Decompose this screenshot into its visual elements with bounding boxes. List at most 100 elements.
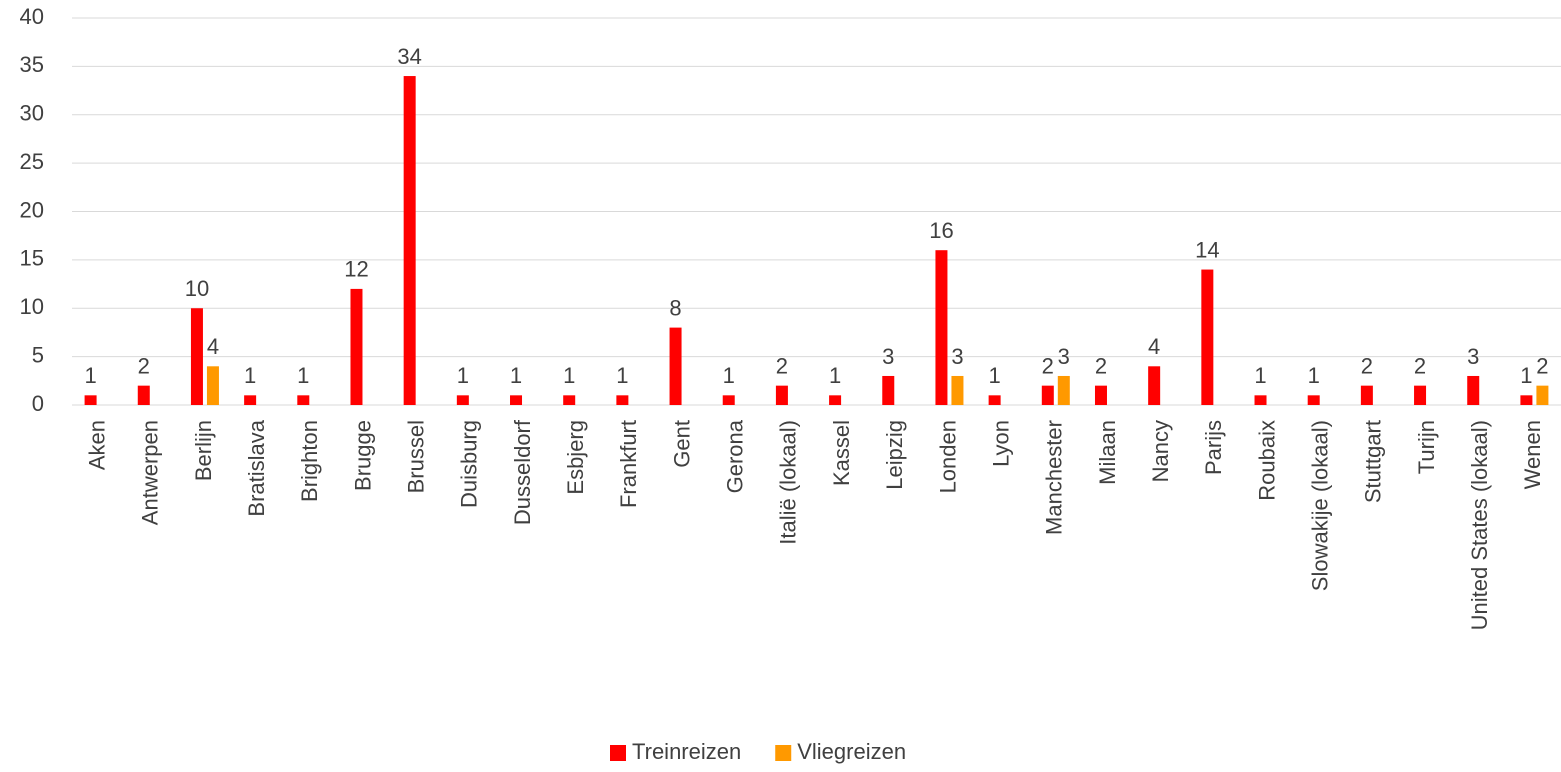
x-tick-label: Milaan [1095,420,1120,485]
bar [244,395,257,405]
data-label: 3 [1058,344,1070,369]
bar [1148,366,1161,405]
x-tick-label: Brighton [297,420,322,502]
data-label: 1 [244,363,256,388]
bar [350,288,363,405]
bar [190,308,203,405]
x-tick-label: Gerona [723,419,748,493]
x-tick-label: Londen [935,420,960,493]
x-tick-label: Frankfurt [616,420,641,508]
y-tick-label: 5 [32,342,44,367]
data-label: 2 [1361,353,1373,378]
legend-swatch [775,745,792,761]
bar [1254,395,1267,405]
y-tick-label: 10 [20,294,44,319]
x-tick-label: Berlijn [191,420,216,481]
bar [456,395,469,405]
bar [722,395,735,405]
data-label: 2 [1095,353,1107,378]
bar [1057,375,1070,405]
data-label: 2 [1536,353,1548,378]
data-label: 3 [882,344,894,369]
bar [206,366,219,405]
y-tick-label: 35 [20,52,44,77]
bar [1041,385,1054,405]
x-tick-label: Manchester [1042,420,1067,535]
data-label: 8 [669,295,681,320]
bar [1360,385,1373,405]
x-tick-label: Esbjerg [563,420,588,495]
bar [84,395,97,405]
y-tick-label: 25 [20,149,44,174]
x-tick-label: Duisburg [457,420,482,508]
data-label: 1 [989,363,1001,388]
bar [669,327,682,405]
x-tick-label: Bratislava [244,419,269,516]
data-label: 16 [929,218,953,243]
y-tick-label: 30 [20,101,44,126]
x-tick-label: Turijn [1414,420,1439,474]
bar [935,250,948,405]
data-label: 14 [1195,237,1219,262]
x-tick-label: Wenen [1520,420,1545,489]
bar [1520,395,1533,405]
x-tick-label: Aken [84,420,109,470]
x-tick-label: Dusseldorf [510,419,535,525]
x-tick-label: Italië (lokaal) [776,420,801,545]
data-label: 1 [723,363,735,388]
data-label: 1 [84,363,96,388]
x-tick-label: Lyon [988,420,1013,467]
legend-label: Treinreizen [632,739,741,764]
bar [1467,375,1480,405]
data-label: 2 [138,353,150,378]
x-tick-label: Slowakije (lokaal) [1308,420,1333,591]
x-tick-label: Nancy [1148,420,1173,482]
bar [1536,385,1549,405]
data-label: 1 [1308,363,1320,388]
bar [1201,269,1214,405]
x-tick-label: Kassel [829,420,854,486]
bar [297,395,310,405]
data-label: 1 [1520,363,1532,388]
data-label: 1 [563,363,575,388]
y-tick-label: 20 [20,197,44,222]
x-tick-label: Parijs [1201,420,1226,475]
bar [403,76,416,406]
data-label: 4 [207,334,219,359]
bar [1094,385,1107,405]
data-label: 2 [776,353,788,378]
x-tick-label: Leipzig [882,420,907,490]
x-tick-label: Roubaix [1254,420,1279,501]
data-label: 10 [185,276,209,301]
x-tick-label: Gent [669,420,694,468]
bar [510,395,523,405]
data-label: 4 [1148,334,1160,359]
x-tick-label: Stuttgart [1361,420,1386,503]
data-label: 1 [829,363,841,388]
bar [882,375,895,405]
data-label: 1 [1254,363,1266,388]
data-label: 2 [1042,353,1054,378]
data-label: 1 [457,363,469,388]
bar [137,385,150,405]
x-tick-label: United States (lokaal) [1467,420,1492,630]
bar [829,395,842,405]
data-label: 1 [297,363,309,388]
y-tick-label: 0 [32,391,44,416]
bar [563,395,576,405]
data-label: 3 [951,344,963,369]
data-label: 1 [616,363,628,388]
bar [951,375,964,405]
x-tick-label: Brugge [350,420,375,491]
y-tick-label: 15 [20,246,44,271]
data-label: 3 [1467,344,1479,369]
legend-label: Vliegreizen [797,739,906,764]
data-label: 1 [510,363,522,388]
data-label: 2 [1414,353,1426,378]
bar [616,395,629,405]
bar [1307,395,1320,405]
data-label: 12 [344,257,368,282]
y-tick-label: 40 [20,4,44,29]
legend-swatch [610,745,626,761]
